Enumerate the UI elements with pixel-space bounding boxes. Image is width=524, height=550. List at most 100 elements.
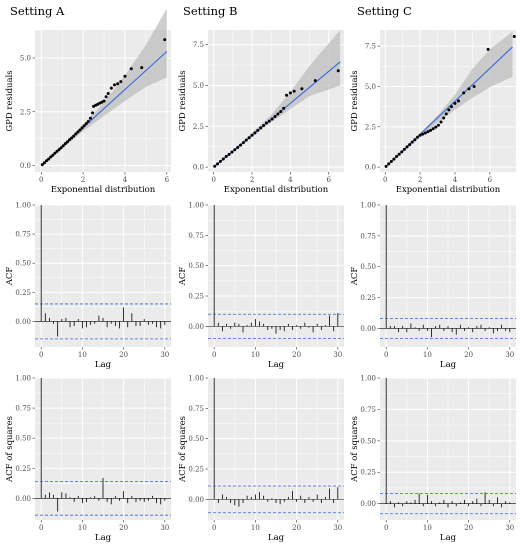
x-tick-label: 0 — [212, 524, 216, 532]
x-axis-title: Exponential distribution — [396, 185, 501, 195]
data-point — [402, 147, 406, 151]
x-tick-label: 0 — [212, 176, 216, 184]
y-axis-title: GPD residuals — [5, 70, 15, 131]
y-axis-title: ACF of squares — [178, 416, 188, 483]
y-axis-title: ACF of squares — [350, 416, 360, 483]
x-tick-label: 2 — [81, 176, 85, 184]
data-point — [109, 86, 113, 90]
data-point — [300, 87, 304, 91]
data-point — [163, 38, 167, 42]
data-point — [59, 146, 63, 150]
x-axis-title: Lag — [268, 360, 285, 370]
data-point — [227, 152, 231, 156]
data-point — [140, 66, 144, 70]
y-tick-label: 0.50 — [360, 437, 376, 445]
data-point — [423, 131, 427, 135]
x-tick-label: 0 — [384, 524, 388, 532]
x-tick-label: 10 — [423, 351, 432, 359]
data-point — [397, 152, 401, 156]
column-title-setting-b: Setting B — [183, 4, 237, 18]
x-tick-label: 10 — [78, 351, 87, 359]
x-tick-label: 20 — [292, 524, 301, 532]
x-tick-label: 6 — [165, 176, 170, 184]
data-point — [472, 84, 476, 88]
data-point — [282, 106, 286, 110]
data-point — [61, 144, 65, 148]
data-point — [276, 112, 280, 116]
panel-acfsq-B: 0 10 20 30 0.00 0.25 0.50 0.75 1.00 Lag ACF of squ… — [178, 375, 344, 543]
x-tick-label: 0 — [39, 524, 43, 532]
data-point — [70, 136, 74, 140]
data-point — [418, 133, 422, 137]
data-point — [104, 95, 108, 99]
x-tick-label: 6 — [488, 176, 493, 184]
y-tick-label: 0.25 — [360, 294, 376, 302]
y-tick-label: 5.0 — [193, 82, 204, 90]
y-axis-title: ACF of squares — [5, 416, 15, 483]
x-tick-label: 10 — [251, 524, 260, 532]
y-tick-label: 1.00 — [15, 375, 31, 383]
data-point — [116, 82, 120, 86]
y-tick-label: 0.00 — [15, 495, 31, 503]
data-point — [392, 157, 396, 161]
y-tick-label: 0.75 — [188, 405, 204, 413]
y-tick-label: 0.75 — [360, 232, 376, 240]
x-tick-label: 20 — [119, 524, 128, 532]
confidence-band — [385, 31, 513, 168]
y-tick-label: 0.00 — [360, 500, 376, 508]
data-point — [84, 122, 88, 126]
y-tick-label: 5.0 — [20, 54, 31, 62]
data-point — [221, 157, 225, 161]
data-point — [78, 128, 82, 132]
x-axis-title: Lag — [440, 360, 457, 370]
data-point — [413, 138, 417, 142]
y-tick-label: 2.5 — [365, 123, 376, 131]
data-point — [230, 150, 234, 154]
data-point — [63, 142, 67, 146]
y-tick-label: 7.5 — [193, 41, 204, 49]
data-point — [456, 99, 460, 103]
data-point — [57, 148, 61, 152]
y-tick-label: 0.75 — [188, 232, 204, 240]
x-tick-label: 20 — [464, 351, 473, 359]
y-axis-title: ACF — [5, 267, 15, 287]
x-tick-label: 20 — [292, 351, 301, 359]
data-point — [119, 80, 123, 84]
y-tick-label: 0.75 — [15, 231, 31, 239]
data-point — [389, 160, 393, 164]
data-point — [444, 112, 448, 116]
y-tick-label: 0.50 — [188, 262, 204, 270]
data-point — [486, 47, 490, 51]
x-axis-title: Lag — [440, 533, 457, 543]
data-point — [45, 159, 49, 163]
data-point — [431, 127, 435, 131]
data-point — [239, 143, 243, 147]
data-point — [421, 132, 425, 136]
panel-acf-C: 0 10 20 30 0.00 0.25 0.50 0.75 1.00 Lag ACF — [350, 202, 516, 370]
data-point — [91, 111, 95, 115]
panel-qq-B: 0 2 4 6 0.0 2.5 5.0 7.5 Exponential distribution… — [178, 30, 344, 195]
y-tick-label: 0.0 — [365, 164, 376, 172]
data-point — [40, 163, 44, 167]
panel-acf-A: 0 10 20 30 0.00 0.25 0.50 0.75 1.00 Lag ACF — [5, 202, 171, 370]
x-tick-label: 30 — [333, 351, 342, 359]
x-axis-title: Lag — [95, 533, 112, 543]
x-tick-label: 0 — [39, 176, 43, 184]
y-tick-label: 0.75 — [360, 406, 376, 414]
x-tick-label: 10 — [78, 524, 87, 532]
data-point — [384, 164, 388, 168]
y-tick-label: 0.25 — [15, 465, 31, 473]
data-point — [259, 126, 263, 130]
data-point — [49, 155, 53, 159]
y-tick-label: 0.00 — [188, 323, 204, 331]
data-point — [429, 128, 433, 132]
data-point — [273, 115, 277, 119]
data-point — [336, 69, 340, 73]
x-tick-label: 30 — [160, 524, 169, 532]
x-tick-label: 10 — [423, 524, 432, 532]
x-tick-label: 30 — [505, 351, 514, 359]
x-tick-label: 4 — [453, 176, 458, 184]
data-point — [236, 146, 240, 150]
data-point — [102, 99, 106, 103]
